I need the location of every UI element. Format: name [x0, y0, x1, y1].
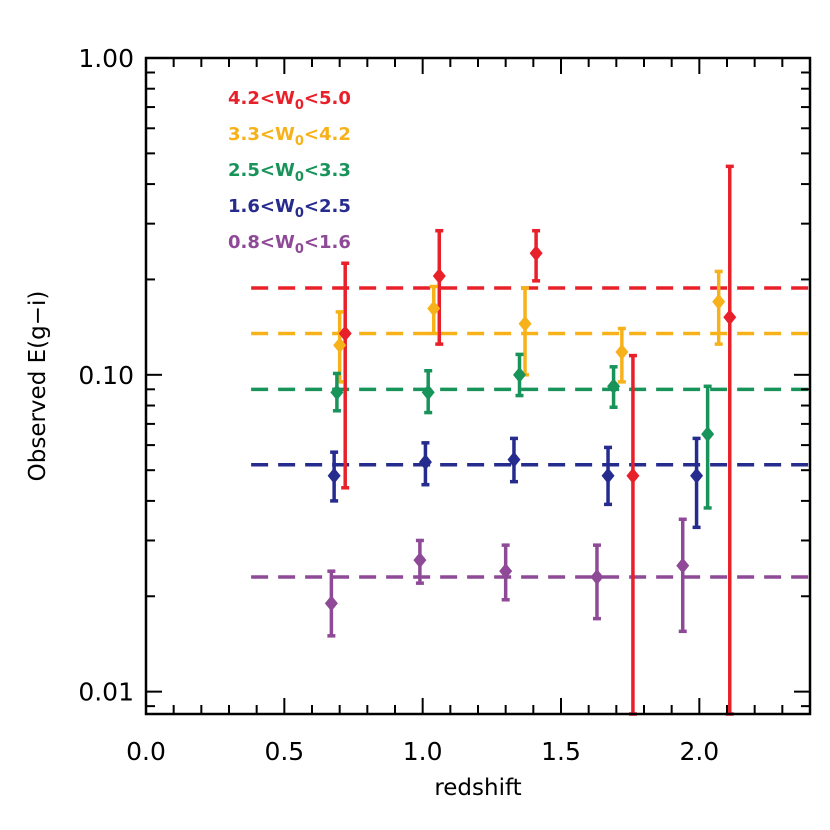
- data-point-diamond: [327, 467, 341, 484]
- x-tick-label: 1.5: [541, 737, 581, 766]
- data-point-diamond: [413, 552, 427, 569]
- y-tick-label: 1.00: [78, 44, 134, 73]
- data-point-diamond: [432, 268, 446, 285]
- markers: [324, 245, 737, 612]
- legend-text: <4.2: [304, 124, 351, 145]
- data-point-diamond: [499, 563, 513, 580]
- legend-text: 1.6<W: [228, 196, 295, 217]
- axis-tick-labels: 0.0 0.5 1.0 1.5 2.0 0.01 0.10 1.00: [78, 44, 719, 766]
- legend-subscript: 0: [295, 134, 304, 149]
- data-point-diamond: [427, 300, 441, 317]
- fit-lines: [251, 286, 810, 579]
- data-point-diamond: [701, 426, 715, 443]
- x-tick-label: 1.0: [403, 737, 443, 766]
- x-axis-label: redshift: [434, 775, 521, 801]
- data-point-diamond: [607, 378, 621, 395]
- data-point-diamond: [615, 344, 629, 361]
- legend-subscript: 0: [295, 170, 304, 185]
- data-point-diamond: [626, 467, 640, 484]
- data-point-diamond: [529, 245, 543, 262]
- legend-text: <5.0: [304, 88, 351, 109]
- data-point-diamond: [421, 384, 435, 401]
- data-point-diamond: [338, 325, 352, 342]
- x-tick-label: 2.0: [679, 737, 719, 766]
- data-point-diamond: [324, 595, 338, 612]
- legend-text: 2.5<W: [228, 160, 295, 181]
- data-point-diamond: [507, 451, 521, 468]
- legend-text: <2.5: [304, 196, 351, 217]
- data-point-diamond: [601, 467, 615, 484]
- data-point-diamond: [676, 557, 690, 574]
- legend-text: <1.6: [304, 232, 351, 253]
- error-bars: [327, 164, 734, 716]
- legend-subscript: 0: [295, 98, 304, 113]
- data-point-diamond: [513, 366, 526, 383]
- data-point-diamond: [723, 309, 737, 326]
- data-point-diamond: [590, 569, 604, 586]
- x-tick-label: 0.5: [264, 737, 304, 766]
- plot-frame: [144, 56, 812, 716]
- data-point-diamond: [712, 293, 726, 310]
- legend-subscript: 0: [295, 242, 304, 257]
- legend: 4.2<W0<5.03.3<W0<4.22.5<W0<3.31.6<W0<2.5…: [228, 88, 351, 257]
- legend-entry: 3.3<W0<4.2: [228, 124, 351, 149]
- data-point-diamond: [418, 454, 432, 471]
- data-point-diamond: [333, 337, 347, 354]
- legend-text: 4.2<W: [228, 88, 295, 109]
- data-point-diamond: [690, 467, 704, 484]
- y-axis-label: Observed E(g−i): [25, 291, 51, 482]
- x-tick-label: 0.0: [126, 737, 166, 766]
- legend-text: 3.3<W: [228, 124, 295, 145]
- legend-entry: 1.6<W0<2.5: [228, 196, 351, 221]
- legend-entry: 4.2<W0<5.0: [228, 88, 351, 113]
- data-point-diamond: [330, 384, 344, 401]
- legend-entry: 0.8<W0<1.6: [228, 232, 351, 257]
- y-tick-label: 0.01: [78, 678, 134, 707]
- legend-text: <3.3: [304, 160, 351, 181]
- data-point-diamond: [518, 315, 532, 332]
- y-tick-label: 0.10: [78, 361, 134, 390]
- legend-text: 0.8<W: [228, 232, 295, 253]
- legend-entry: 2.5<W0<3.3: [228, 160, 351, 185]
- legend-subscript: 0: [295, 206, 304, 221]
